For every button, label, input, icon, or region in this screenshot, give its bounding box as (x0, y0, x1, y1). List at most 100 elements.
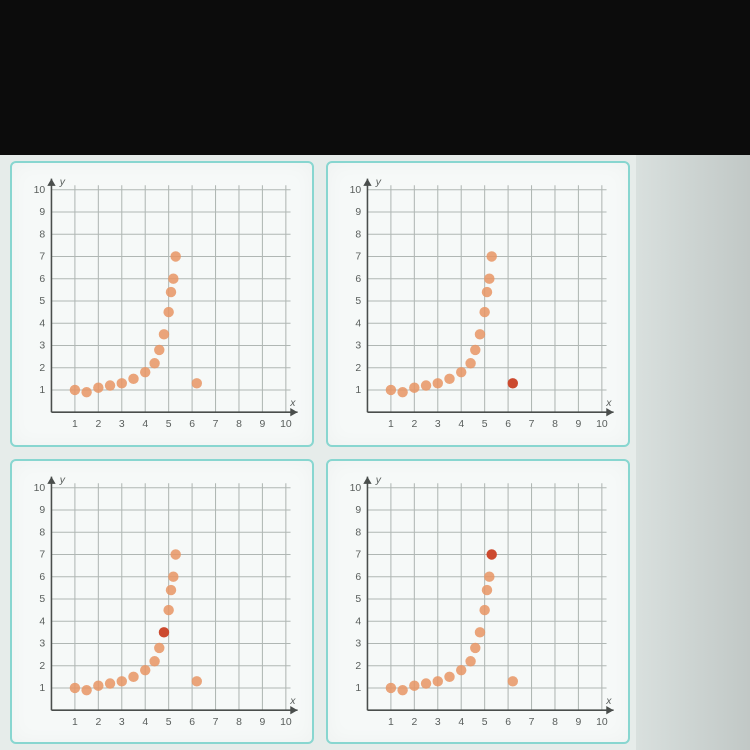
svg-text:1: 1 (39, 683, 45, 694)
scatter-point (168, 571, 178, 581)
svg-text:7: 7 (529, 716, 535, 727)
scatter-point (465, 358, 475, 368)
svg-text:5: 5 (166, 716, 172, 727)
svg-text:5: 5 (39, 594, 45, 605)
svg-text:10: 10 (596, 716, 608, 727)
svg-text:3: 3 (119, 716, 125, 727)
scatter-point (81, 684, 91, 694)
svg-text:10: 10 (280, 419, 292, 430)
svg-text:y: y (59, 177, 66, 188)
svg-text:9: 9 (39, 207, 45, 218)
svg-text:1: 1 (355, 385, 361, 396)
chart-grid-2x2: 1 1 2 2 3 3 4 4 5 5 6 6 7 7 8 8 9 9 10 10 x y 1 1 2 2 3 3 4 4 5 5 6 6 7 7 8… (0, 155, 636, 750)
svg-text:9: 9 (39, 505, 45, 516)
scatter-point (70, 385, 80, 395)
svg-text:7: 7 (213, 419, 219, 430)
scatter-point (140, 664, 150, 674)
scatter-point (484, 571, 494, 581)
svg-text:7: 7 (529, 419, 535, 430)
scatter-point (159, 329, 169, 339)
svg-text:4: 4 (39, 318, 45, 329)
svg-text:6: 6 (39, 274, 45, 285)
svg-text:2: 2 (411, 716, 417, 727)
scatter-point (117, 378, 127, 388)
svg-text:3: 3 (39, 341, 45, 352)
scatter-point (128, 671, 138, 681)
svg-text:9: 9 (576, 419, 582, 430)
svg-text:8: 8 (355, 229, 361, 240)
svg-text:3: 3 (119, 419, 125, 430)
svg-text:3: 3 (435, 419, 441, 430)
svg-text:8: 8 (355, 527, 361, 538)
svg-text:5: 5 (482, 419, 488, 430)
svg-text:8: 8 (39, 527, 45, 538)
scatter-point (105, 380, 115, 390)
scatter-point (475, 627, 485, 637)
scatter-point (386, 385, 396, 395)
svg-text:7: 7 (355, 549, 361, 560)
svg-text:2: 2 (39, 363, 45, 374)
scatter-point (470, 345, 480, 355)
svg-text:8: 8 (552, 716, 558, 727)
scatter-point (105, 678, 115, 688)
svg-text:1: 1 (39, 385, 45, 396)
top-letterbox (0, 0, 750, 155)
svg-text:3: 3 (355, 341, 361, 352)
scatter-point (433, 676, 443, 686)
svg-text:1: 1 (355, 683, 361, 694)
screenshot-root: 1 1 2 2 3 3 4 4 5 5 6 6 7 7 8 8 9 9 10 10 x y 1 1 2 2 3 3 4 4 5 5 6 6 7 7 8… (0, 0, 750, 750)
svg-text:1: 1 (388, 716, 394, 727)
scatter-point (149, 358, 159, 368)
svg-text:1: 1 (72, 716, 78, 727)
svg-text:2: 2 (39, 660, 45, 671)
svg-text:10: 10 (350, 185, 362, 196)
scatter-point (475, 329, 485, 339)
svg-text:x: x (605, 398, 612, 409)
svg-text:10: 10 (280, 716, 292, 727)
svg-text:10: 10 (596, 419, 608, 430)
scatter-point (192, 676, 202, 686)
scatter-point (482, 584, 492, 594)
svg-text:4: 4 (39, 616, 45, 627)
svg-text:6: 6 (355, 274, 361, 285)
chart-svg-bl: 1122334455667788991010xy (16, 465, 308, 739)
scatter-point (421, 380, 431, 390)
svg-text:9: 9 (576, 716, 582, 727)
scatter-point (154, 642, 164, 652)
scatter-point (397, 387, 407, 397)
svg-text:2: 2 (355, 363, 361, 374)
svg-text:2: 2 (95, 419, 101, 430)
panel-top-left: 1122334455667788991010xy (10, 161, 314, 447)
svg-text:5: 5 (39, 296, 45, 307)
svg-text:5: 5 (355, 296, 361, 307)
scatter-point (486, 251, 496, 261)
chart-svg-tl: 1122334455667788991010xy (16, 167, 308, 441)
content-area: 1 1 2 2 3 3 4 4 5 5 6 6 7 7 8 8 9 9 10 10 x y 1 1 2 2 3 3 4 4 5 5 6 6 7 7 8… (0, 155, 750, 750)
scatter-point (81, 387, 91, 397)
scatter-point (470, 642, 480, 652)
svg-text:6: 6 (505, 419, 511, 430)
right-deadspace (636, 155, 750, 750)
scatter-point (444, 671, 454, 681)
scatter-point (508, 676, 518, 686)
svg-text:9: 9 (260, 716, 266, 727)
svg-text:10: 10 (350, 482, 362, 493)
scatter-point (192, 378, 202, 388)
svg-text:4: 4 (142, 716, 148, 727)
scatter-point (482, 287, 492, 297)
scatter-point (170, 549, 180, 559)
scatter-point (456, 367, 466, 377)
scatter-point (149, 656, 159, 666)
svg-text:6: 6 (189, 419, 195, 430)
svg-text:5: 5 (166, 419, 172, 430)
svg-text:4: 4 (458, 716, 464, 727)
chart-svg-tr: 1122334455667788991010xy (332, 167, 624, 441)
svg-text:1: 1 (388, 419, 394, 430)
scatter-point (386, 682, 396, 692)
svg-text:3: 3 (39, 638, 45, 649)
svg-text:5: 5 (482, 716, 488, 727)
svg-text:2: 2 (95, 716, 101, 727)
svg-text:4: 4 (355, 318, 361, 329)
scatter-point (154, 345, 164, 355)
scatter-point (456, 664, 466, 674)
